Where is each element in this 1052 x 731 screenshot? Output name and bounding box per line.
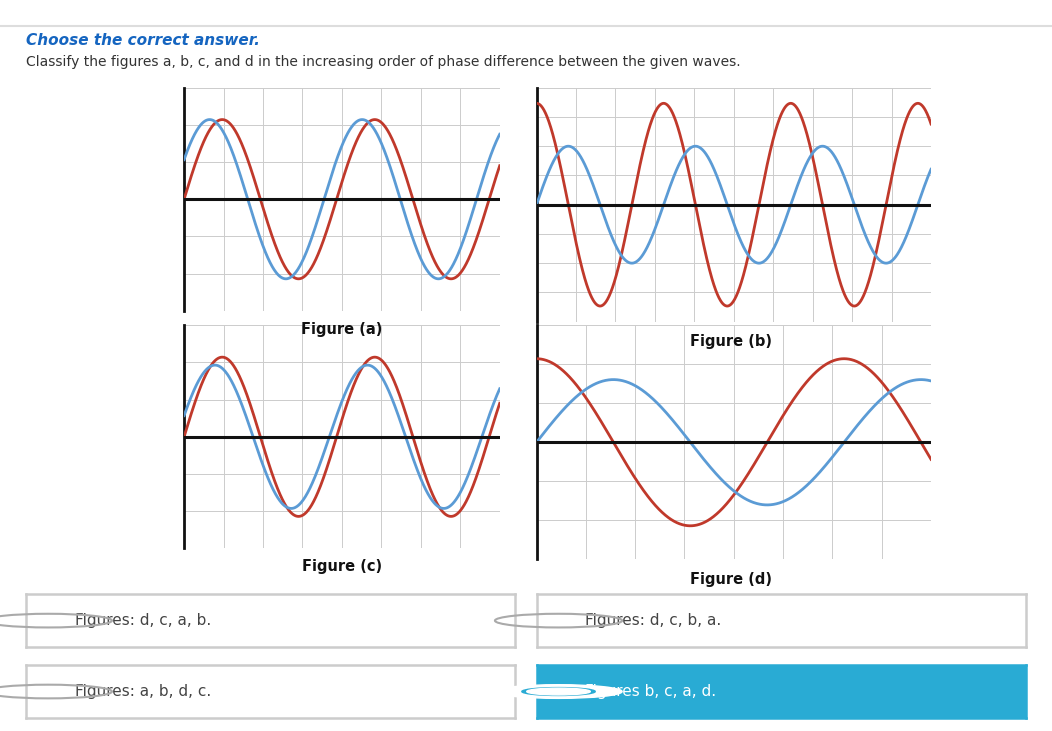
Text: Choose the correct answer.: Choose the correct answer. (26, 33, 260, 48)
Text: Figures: d, c, a, b.: Figures: d, c, a, b. (76, 613, 211, 628)
Text: Figure (b): Figure (b) (690, 334, 772, 349)
Text: Figures b, c, a, d.: Figures b, c, a, d. (585, 684, 716, 699)
Circle shape (522, 688, 595, 695)
Text: Figure (d): Figure (d) (690, 572, 772, 587)
Text: Figure (a): Figure (a) (301, 322, 383, 337)
Text: Figures: a, b, d, c.: Figures: a, b, d, c. (76, 684, 211, 699)
Circle shape (494, 685, 622, 698)
Text: Classify the figures a, b, c, and d in the increasing order of phase difference : Classify the figures a, b, c, and d in t… (26, 55, 741, 69)
Text: Figures: d, c, b, a.: Figures: d, c, b, a. (585, 613, 722, 628)
Text: Figure (c): Figure (c) (302, 559, 382, 575)
Circle shape (527, 688, 590, 695)
